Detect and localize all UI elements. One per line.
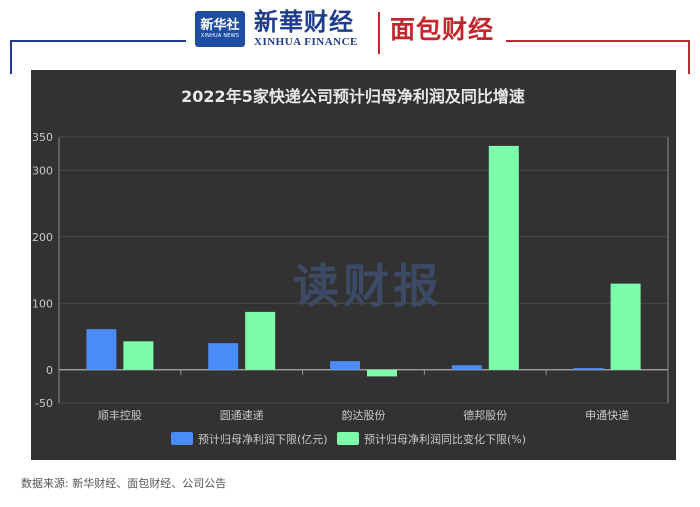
header-rule-right: [506, 40, 690, 42]
brand-separator: [378, 12, 380, 54]
chart-panel: 2022年5家快递公司预计归母净利润及同比增速 读财报 -50 0 100 200 30…: [31, 70, 676, 460]
legend-label-1: 预计归母净利润同比变化下限(%): [364, 432, 526, 446]
bar-growth-2: [367, 369, 397, 377]
mianbao-finance-logo: 面包财经 ®: [390, 15, 494, 45]
header-rule-left-vertical: [10, 40, 12, 74]
xinhua-finance-cn: 新華财经: [254, 7, 354, 36]
legend-swatch-1: [337, 432, 359, 445]
bar-profit-3: [451, 365, 482, 370]
legend: 预计归母净利润下限(亿元) 预计归母净利润同比变化下限(%): [171, 432, 526, 446]
y-tick-label: 0: [46, 364, 53, 377]
y-tick-label: -50: [35, 397, 53, 410]
x-tick-label: 顺丰控股: [98, 408, 142, 422]
xinhua-news-logo: 新华社 XINHUA NEWS: [195, 11, 245, 47]
legend-label-0: 预计归母净利润下限(亿元): [198, 432, 328, 446]
x-tick-label: 申通快递: [585, 408, 629, 422]
y-tick-label: 200: [32, 231, 53, 244]
x-tick-label: 韵达股份: [342, 408, 386, 422]
header-rule-right-vertical: [688, 40, 690, 74]
watermark-text: 读财报: [293, 259, 443, 313]
registered-mark: ®: [474, 18, 482, 26]
bar-profit-4: [573, 368, 604, 370]
tick-labels: -50 0 100 200 300 350 顺丰控股 圆通速递 韵达股份 德邦股份 申通快递: [32, 131, 629, 422]
xinhua-badge-en: XINHUA NEWS: [200, 33, 240, 39]
bar-growth-1: [245, 311, 276, 370]
bar-profit-1: [208, 343, 239, 370]
x-tick-label: 德邦股份: [463, 408, 507, 422]
y-tick-label: 300: [32, 164, 53, 177]
data-source-note: 数据来源: 新华财经、面包财经、公司公告: [21, 477, 227, 490]
bars: [86, 145, 641, 377]
mianbao-finance-text: 面包财经: [390, 15, 495, 44]
bar-growth-3: [488, 145, 519, 370]
header-rule-left: [10, 40, 186, 42]
chart-title: 2022年5家快递公司预计归母净利润及同比增速: [181, 87, 525, 106]
bar-growth-4: [610, 283, 641, 370]
bar-profit-2: [330, 361, 360, 370]
bar-growth-0: [123, 341, 154, 370]
y-tick-label: 100: [32, 297, 53, 310]
xinhua-badge-cn: 新华社: [200, 18, 240, 33]
axes: [58, 137, 669, 403]
bar-profit-0: [86, 329, 117, 370]
x-tick-label: 圆通速递: [220, 408, 264, 422]
y-tick-label: 350: [32, 131, 53, 144]
header: 新华社 XINHUA NEWS 新華财经 XINHUA FINANCE 面包财经…: [0, 0, 700, 74]
bar-chart: 2022年5家快递公司预计归母净利润及同比增速 读财报 -50 0 100 200 30…: [32, 87, 669, 446]
legend-swatch-0: [171, 432, 193, 445]
xinhua-finance-logo: 新華财经 XINHUA FINANCE: [254, 7, 366, 49]
xinhua-finance-en: XINHUA FINANCE: [254, 36, 358, 48]
